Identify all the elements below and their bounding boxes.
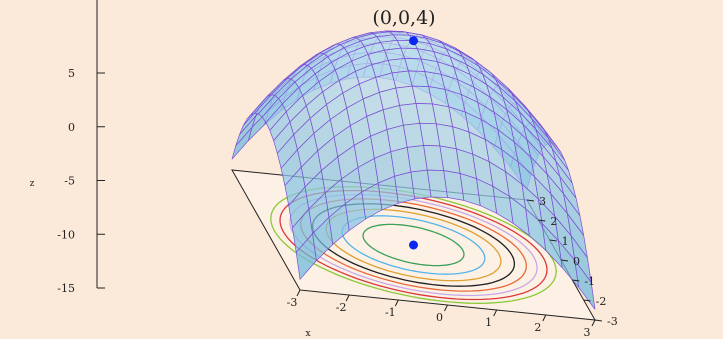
- contour-line: [279, 189, 548, 301]
- contour-line: [341, 215, 486, 275]
- y-tick-mark: [549, 239, 557, 242]
- y-tick-mark: [594, 319, 603, 322]
- y-tick-label: -2: [596, 295, 607, 308]
- z-tick-label: -10: [57, 228, 75, 241]
- x-tick-mark: [444, 304, 448, 312]
- x-tick-label: 1: [485, 316, 492, 329]
- y-tick-mark: [583, 299, 591, 302]
- x-tick-mark: [591, 319, 596, 327]
- surface-patch: [574, 260, 596, 310]
- peak-point-label: (0,0,4): [372, 7, 435, 29]
- x-tick-mark: [296, 289, 301, 297]
- y-tick-label: 0: [573, 255, 580, 268]
- z-tick-label: 5: [68, 67, 75, 80]
- z-tick-label: -5: [64, 175, 75, 188]
- y-tick-label: -1: [584, 275, 595, 288]
- z-tick-label: 0: [68, 121, 75, 134]
- contour-line: [270, 186, 557, 304]
- x-tick-mark: [394, 299, 399, 307]
- x-tick-label: -2: [336, 301, 347, 314]
- y-tick-label: 2: [550, 215, 557, 228]
- y-tick-label: -3: [607, 315, 618, 328]
- y-tick-mark: [560, 259, 569, 262]
- x-tick-mark: [345, 294, 350, 302]
- y-tick-mark: [572, 279, 580, 282]
- contour-line: [362, 223, 465, 267]
- x-tick-label: 0: [436, 311, 443, 324]
- y-tick-label: 1: [562, 235, 569, 248]
- points-layer: [409, 36, 418, 250]
- x-tick-label: 3: [584, 326, 591, 339]
- x-tick-mark: [493, 309, 498, 317]
- z-axis-label: z: [30, 179, 35, 189]
- x-tick-label: -1: [385, 306, 396, 319]
- projection-point-marker: [409, 240, 418, 250]
- x-tick-mark: [542, 314, 547, 322]
- y-tick-label: 3: [539, 195, 546, 208]
- surface-layer: [231, 30, 596, 310]
- z-tick-label: -15: [57, 282, 75, 295]
- x-tick-label: -3: [287, 296, 298, 309]
- y-tick-mark: [526, 199, 535, 202]
- x-axis-label: x: [305, 329, 310, 339]
- peak-point-marker: [409, 36, 418, 46]
- x-tick-label: 2: [534, 321, 541, 334]
- y-tick-mark: [538, 219, 546, 222]
